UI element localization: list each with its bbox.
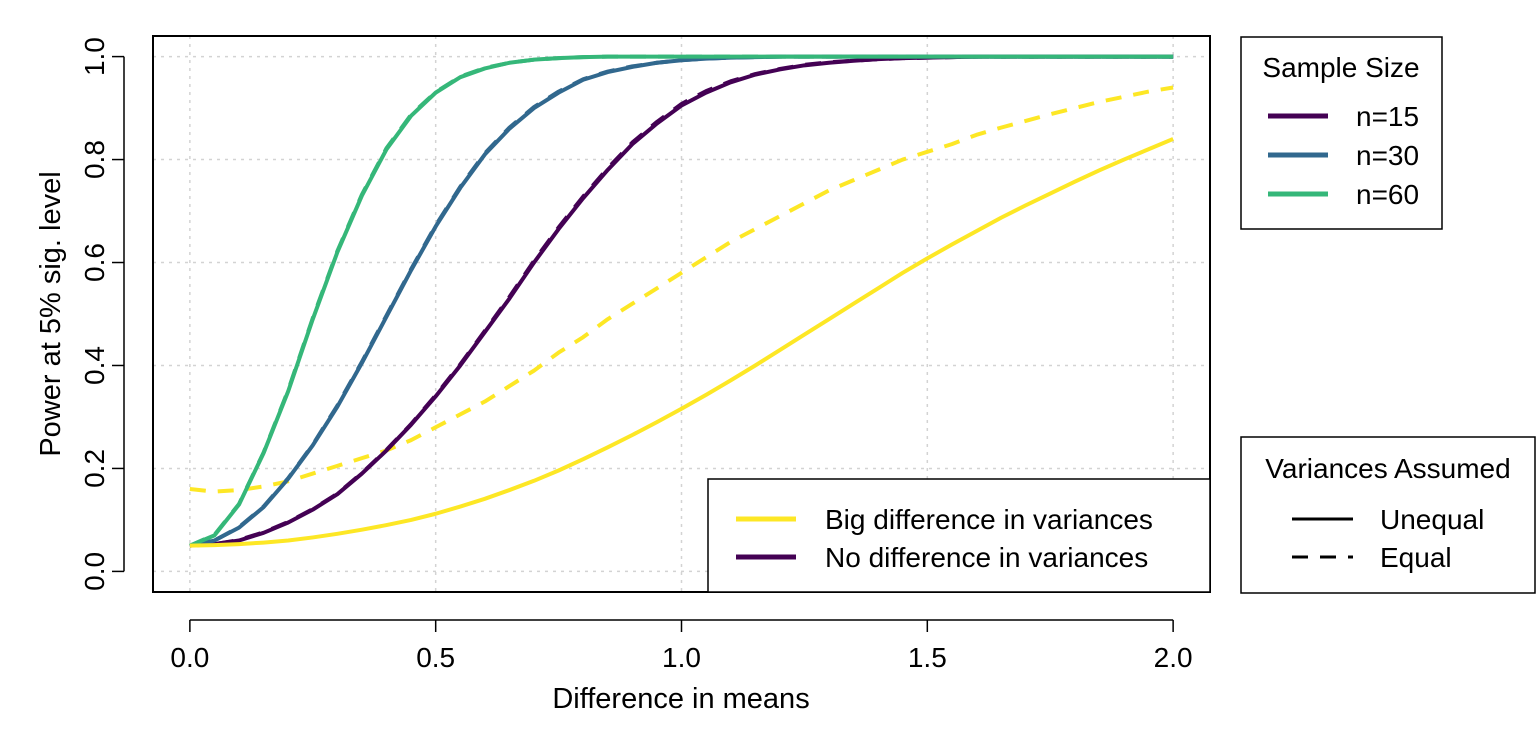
legend-sample-size: Sample Size n=15 n=30 n=60	[1240, 36, 1443, 230]
x-tick-label: 0.5	[416, 642, 455, 673]
y-tick-label: 0.8	[79, 140, 110, 179]
y-tick-label: 0.6	[79, 243, 110, 282]
legend-label-unequal: Unequal	[1380, 504, 1484, 535]
legend-sample-box	[1240, 36, 1443, 230]
x-tick-label: 1.0	[662, 642, 701, 673]
y-axis-label: Power at 5% sig. level	[35, 171, 67, 456]
series-lines	[189, 54, 1174, 548]
legend-variances-assumed: Variances Assumed Unequal Equal	[1240, 436, 1536, 594]
x-tick-label: 1.5	[908, 642, 947, 673]
legend-label-equal: Equal	[1380, 542, 1452, 573]
y-tick-label: 1.0	[79, 37, 110, 76]
x-tick-label: 2.0	[1154, 642, 1193, 673]
legend-variances-title: Variances Assumed	[1265, 453, 1510, 484]
legend-main-box	[707, 478, 1211, 593]
y-tick-label: 0.4	[79, 346, 110, 385]
legend-variance-difference: Big difference in variances No differenc…	[707, 478, 1211, 593]
plot-area-border	[152, 35, 1211, 593]
series-line-big-variance-diff-n15-unequal	[189, 137, 1174, 548]
series-line-big-variance-diff-n15-equal	[189, 85, 1174, 494]
legend-label-no-difference: No difference in variances	[825, 542, 1148, 573]
y-tick-label: 0.2	[79, 449, 110, 488]
legend-label-n30: n=30	[1356, 140, 1419, 171]
legend-label-n60: n=60	[1356, 179, 1419, 210]
legend-variances-box	[1240, 436, 1536, 594]
axes: 0.0 0.5 1.0 1.5 2.0 0.0 0.2 0.4 0.6 0.8 1.0	[79, 37, 1193, 673]
x-tick-label: 0.0	[170, 642, 209, 673]
x-axis-label: Difference in means	[552, 683, 809, 715]
y-tick-label: 0.0	[79, 552, 110, 591]
legend-sample-title: Sample Size	[1262, 52, 1419, 83]
series-line-no-variance-diff-n60-unequal	[189, 54, 1174, 548]
legend-label-n15: n=15	[1356, 101, 1419, 132]
legend-label-big-difference: Big difference in variances	[825, 504, 1153, 535]
